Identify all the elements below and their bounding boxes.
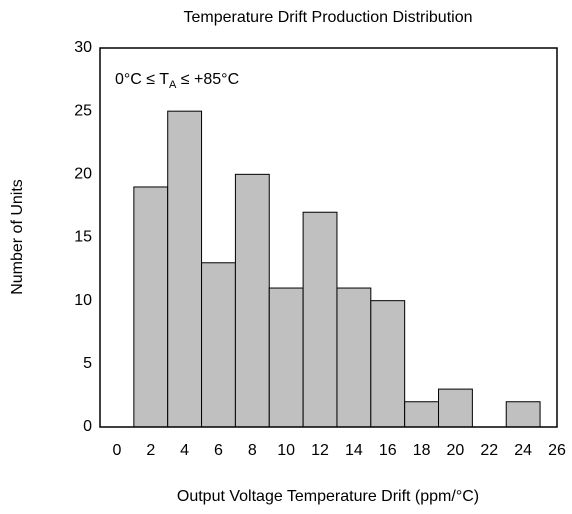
bar bbox=[370, 300, 406, 428]
x-tick-label: 20 bbox=[447, 442, 465, 459]
y-tick-label: 10 bbox=[74, 292, 92, 309]
bar bbox=[133, 186, 169, 428]
x-tick-label: 16 bbox=[379, 442, 397, 459]
x-tick-label: 26 bbox=[548, 442, 566, 459]
y-tick-label: 30 bbox=[74, 39, 92, 56]
bar bbox=[201, 262, 236, 428]
annotation-tail: ≤ +85°C bbox=[176, 71, 239, 88]
annotation-sub: A bbox=[169, 79, 177, 91]
x-tick-label: 22 bbox=[480, 442, 498, 459]
x-tick-label: 2 bbox=[146, 442, 155, 459]
y-tick-label: 5 bbox=[83, 355, 92, 372]
x-tick-label: 12 bbox=[311, 442, 329, 459]
x-tick-label: 24 bbox=[514, 442, 532, 459]
y-tick-label: 25 bbox=[74, 102, 92, 119]
annotation-text: 0°C ≤ T bbox=[115, 71, 169, 88]
bar bbox=[505, 401, 541, 428]
chart-title: Temperature Drift Production Distributio… bbox=[183, 9, 472, 26]
y-tick-label: 15 bbox=[74, 229, 92, 246]
x-tick-label: 6 bbox=[214, 442, 223, 459]
x-tick-label: 18 bbox=[413, 442, 431, 459]
y-tick-label: 20 bbox=[74, 166, 92, 183]
x-tick-label: 14 bbox=[345, 442, 363, 459]
bar bbox=[234, 173, 270, 428]
bar bbox=[302, 211, 338, 428]
bar bbox=[438, 388, 473, 428]
bar bbox=[268, 287, 304, 428]
bar bbox=[404, 401, 440, 428]
annotation: 0°C ≤ TA ≤ +85°C bbox=[115, 71, 239, 91]
x-tick-label: 0 bbox=[112, 442, 121, 459]
bar bbox=[167, 110, 203, 428]
bar bbox=[336, 287, 372, 428]
x-tick-label: 4 bbox=[180, 442, 189, 459]
x-tick-label: 10 bbox=[277, 442, 295, 459]
x-tick-label: 8 bbox=[248, 442, 257, 459]
x-axis-label: Output Voltage Temperature Drift (ppm/°C… bbox=[177, 488, 479, 505]
plot-frame bbox=[99, 47, 558, 428]
y-axis-label: Number of Units bbox=[9, 179, 26, 295]
y-tick-label: 0 bbox=[83, 418, 92, 435]
